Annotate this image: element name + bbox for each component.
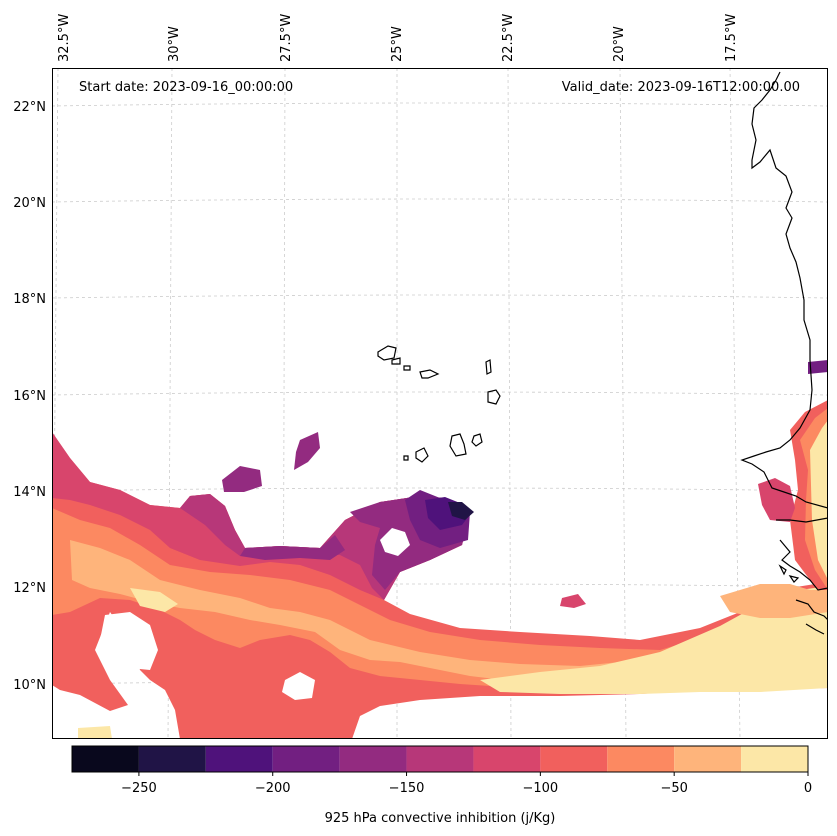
cin-region-core-darkest [448,502,474,520]
santiago-island [449,433,467,457]
lon-label: 32.5°W [57,14,72,62]
lon-label: 30°W [167,26,182,62]
guinea-coast [779,539,828,635]
lat-label: 22°N [13,100,46,115]
valid-date-label: Valid_date: 2023-09-16T12:00:00.00 [562,80,800,95]
cin-coast-senegal [758,478,795,522]
parallel-18n [52,294,828,299]
lon-label: 25°W [390,26,405,62]
colorbar-tick-label: −200 [255,781,291,796]
cin-hole-west [100,612,158,670]
colorbar-swatch [741,746,808,772]
longitude-labels: 32.5°W 30°W 27.5°W 25°W 22.5°W 20°W 17.5… [57,14,739,62]
start-date-label: Start date: 2023-09-16_00:00:00 [79,80,293,95]
lon-label: 22.5°W [501,14,516,62]
colorbar-border [71,745,809,773]
parallel-16n [52,391,828,396]
meridian-22-5w [507,68,512,739]
colorbar: −250 −200 −150 −100 −50 0 [71,745,812,796]
cin-coast-east-lightest [810,420,828,580]
colorbar-tick-label: −250 [121,781,157,796]
colorbar-swatch [607,746,675,772]
cin-hole [380,528,410,556]
colorbar-tick-label: −100 [523,781,559,796]
cin-hole-south [282,672,315,700]
colorbar-swatch [473,746,541,772]
colorbar-tick-label: −50 [660,781,687,796]
cin-region-mid [52,508,828,690]
africa-coastline [740,71,828,509]
parallel-20n [52,198,828,203]
colorbar-tick-label: 0 [804,781,812,796]
colorbar-swatch [674,746,742,772]
sao-vicente-island [391,357,401,365]
gambia-coast [776,517,828,523]
colorbar-swatch [406,746,474,772]
lat-label: 14°N [13,485,46,500]
fogo-island [415,447,429,463]
bissagos-islands [778,564,800,583]
lat-label: 12°N [13,581,46,596]
colorbar-swatch [339,746,407,772]
cin-fragment-southwest [78,726,112,739]
brava-island [403,455,409,461]
cin-coast-patch-north [808,360,828,374]
lon-label: 27.5°W [279,14,294,62]
lon-label: 17.5°W [724,14,739,62]
meridian-20w [619,68,627,739]
map-border [52,68,828,739]
cin-coast-south [720,584,828,618]
sal-island [485,359,492,375]
colorbar-swatch [272,746,340,772]
colorbar-swatch [138,746,206,772]
lat-label: 10°N [13,678,46,693]
coastlines [377,71,828,635]
cin-patch-small [560,594,586,608]
latitude-labels: 22°N 20°N 18°N 16°N 14°N 12°N 10°N [13,100,46,693]
parallel-14n [52,487,828,492]
lat-label: 18°N [13,292,46,307]
sao-nicolau-island [419,369,440,379]
cin-patch-north-2 [222,466,262,492]
colorbar-swatch [72,746,139,772]
colorbar-swatch [205,746,273,772]
colorbar-swatch [540,746,608,772]
cin-field [52,360,828,739]
cin-patch-north-1 [294,432,320,470]
boa-vista-island [487,389,501,405]
colorbar-tick-label: −150 [389,781,425,796]
cin-region-lightest [130,586,828,694]
lat-label: 20°N [13,196,46,211]
santo-antao-island [377,345,397,361]
maio-island [471,433,483,447]
colorbar-title: 925 hPa convective inhibition (j/Kg) [325,811,556,826]
lat-label: 16°N [13,389,46,404]
parallel-22n [52,102,828,107]
santa-luzia-island [403,365,411,371]
lon-label: 20°W [612,26,627,62]
